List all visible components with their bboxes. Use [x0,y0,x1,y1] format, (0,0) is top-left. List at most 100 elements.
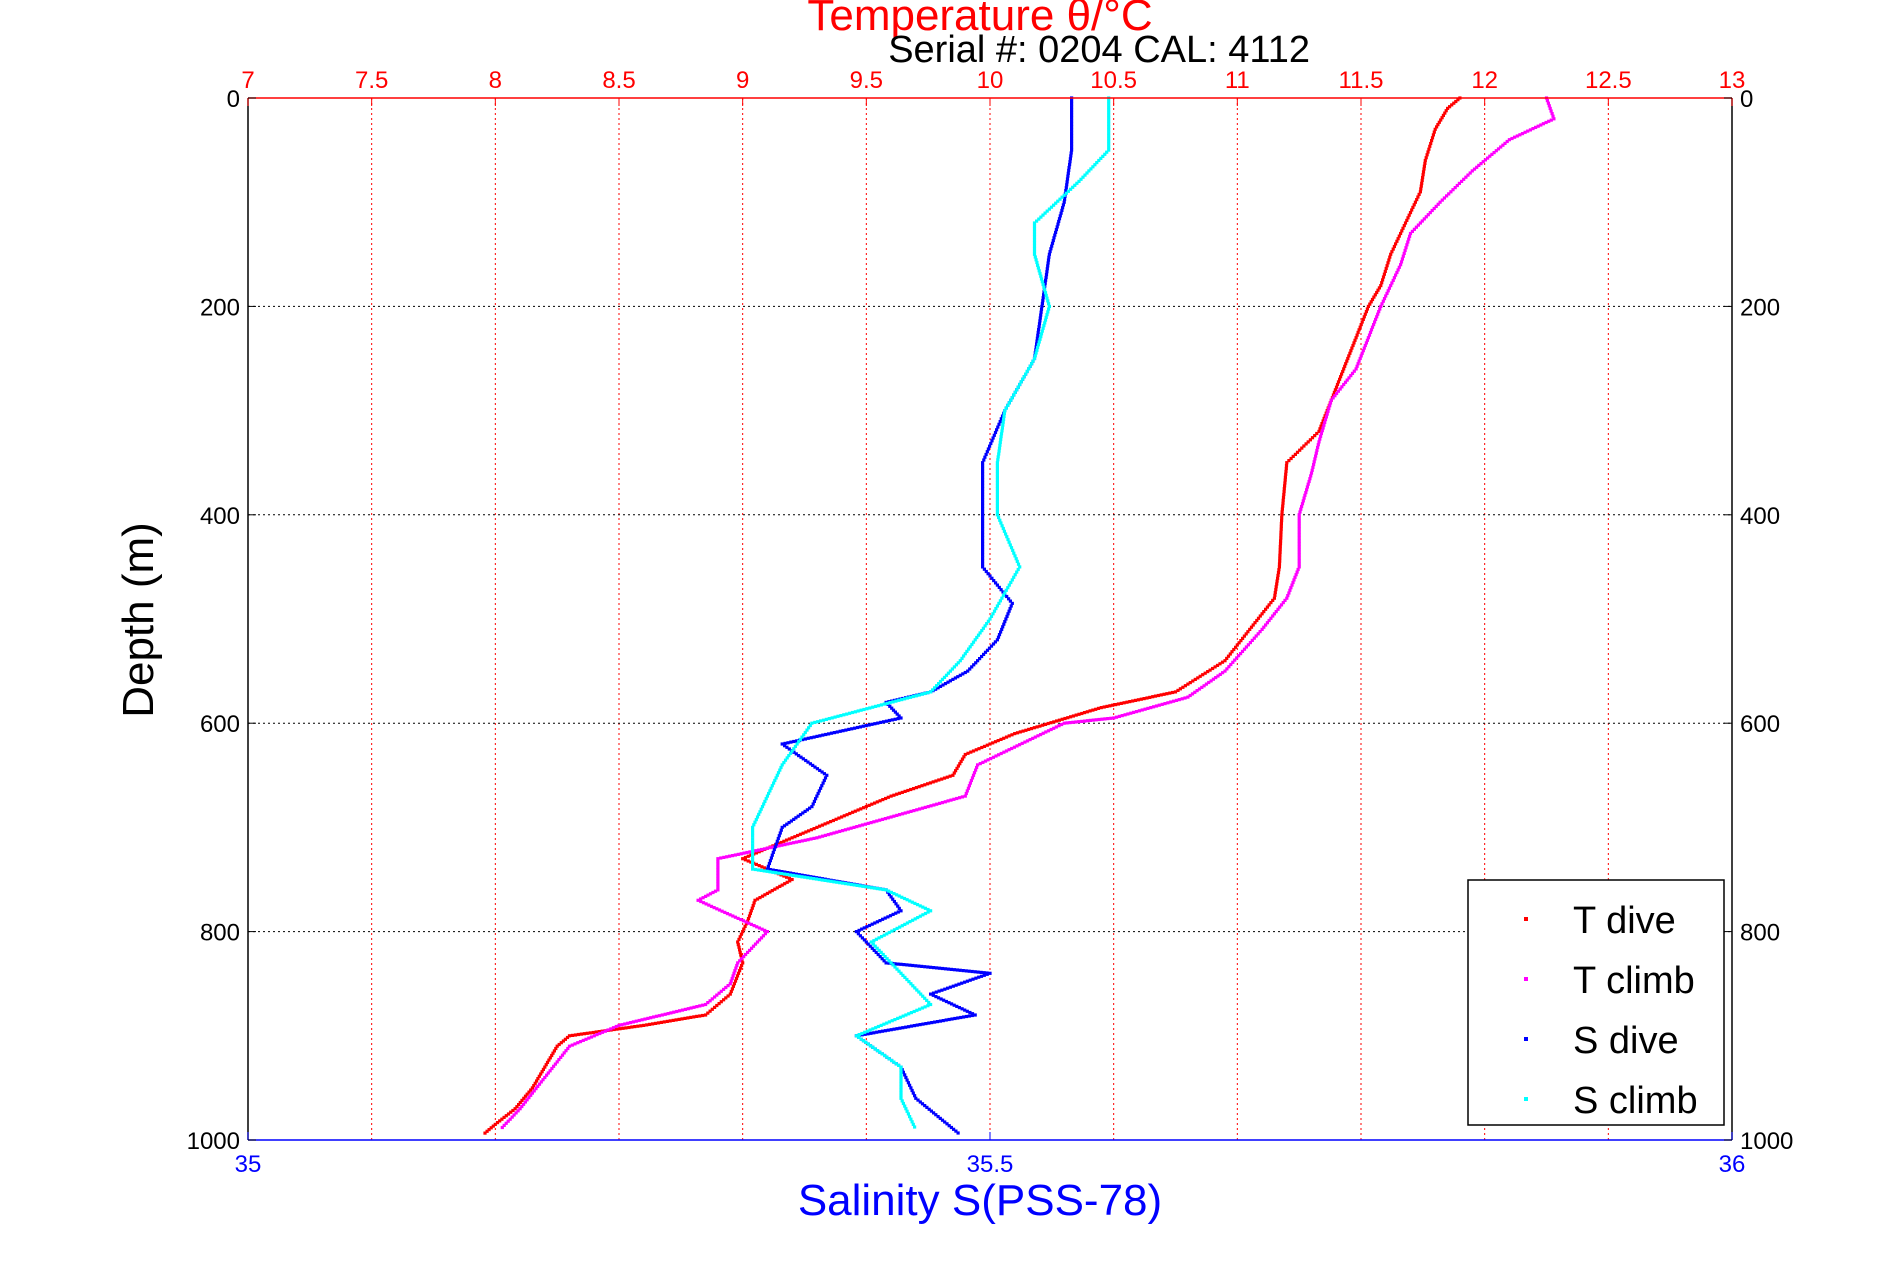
data-point [903,975,907,979]
data-point [1486,156,1490,160]
data-point [1099,156,1103,160]
data-point [733,969,737,973]
data-point [1001,594,1005,598]
data-point [866,1032,870,1036]
data-point [1188,693,1192,698]
data-point [1260,612,1264,616]
data-point [1328,404,1332,408]
data-point [1552,117,1556,121]
data-point [1055,719,1059,723]
data-point [958,673,962,677]
data-point [763,866,767,870]
data-point [1070,148,1074,152]
data-point [915,1023,919,1027]
data-point [1039,313,1043,317]
data-point [997,446,1002,450]
data-point [525,1092,529,1096]
data-point [856,932,860,936]
data-point [1190,692,1195,696]
data-point [912,1009,916,1014]
data-point [1281,495,1286,499]
data-point [810,721,814,725]
data-point [892,793,896,797]
data-point [722,987,726,991]
data-point [989,644,994,648]
data-point [518,1107,522,1111]
data-point [712,906,716,910]
data-point [1375,315,1379,319]
data-point [1083,173,1087,177]
data-point [898,925,902,929]
data-point [887,961,891,965]
data-point [861,884,865,888]
data-point [754,849,758,853]
data-point [915,1008,919,1012]
data-point [752,924,756,928]
data-point [1091,165,1095,169]
data-point [936,686,940,690]
data-point [1297,550,1301,554]
data-point [967,647,971,651]
data-point [894,699,898,703]
data-point [985,450,989,454]
data-point [1039,335,1043,339]
data-point [1392,276,1396,280]
data-point [858,884,862,888]
data-point [882,959,886,963]
data-point [920,806,925,810]
data-point [1007,734,1011,738]
data-point [1443,111,1447,115]
data-point [1024,728,1028,732]
data-point [1103,717,1107,721]
data-point [1111,703,1115,707]
data-point [1070,139,1074,143]
data-point [981,478,985,482]
data-point [1280,519,1284,523]
data-point [1215,663,1220,667]
data-point [1000,596,1004,600]
data-point [1039,310,1043,314]
data-point [971,749,976,753]
data-point [1081,175,1085,179]
data-point [548,1056,552,1060]
data-point [1188,681,1192,685]
data-point [1027,367,1031,371]
data-point [588,1031,592,1035]
data-point [872,948,876,952]
data-point [1357,359,1361,363]
data-point [770,784,774,788]
data-point [1349,374,1353,378]
data-point [812,836,816,840]
data-point [794,874,798,878]
data-point [981,481,985,485]
data-point [1272,596,1276,600]
data-point [936,1115,940,1119]
data-point [981,539,985,543]
data-point [1100,717,1104,721]
tick-label-depth-left: 0 [227,86,240,113]
data-point [1037,340,1041,344]
data-point [915,903,920,907]
data-point [1008,599,1012,603]
data-point [968,978,972,982]
data-point [1070,136,1074,141]
data-point [783,741,787,745]
data-point [856,709,860,713]
data-point [860,927,864,931]
data-point [1032,238,1037,242]
data-point [866,942,870,946]
data-point [842,713,846,717]
data-point [875,1030,879,1034]
data-point [963,652,967,656]
data-point [1269,601,1273,605]
data-point [999,521,1003,525]
data-point [937,966,942,970]
data-point [1004,735,1009,739]
data-point [1278,547,1282,552]
data-point [1408,211,1413,215]
data-point [818,768,822,772]
data-point [485,1129,489,1133]
data-point [1251,623,1255,627]
data-point [637,1018,641,1023]
